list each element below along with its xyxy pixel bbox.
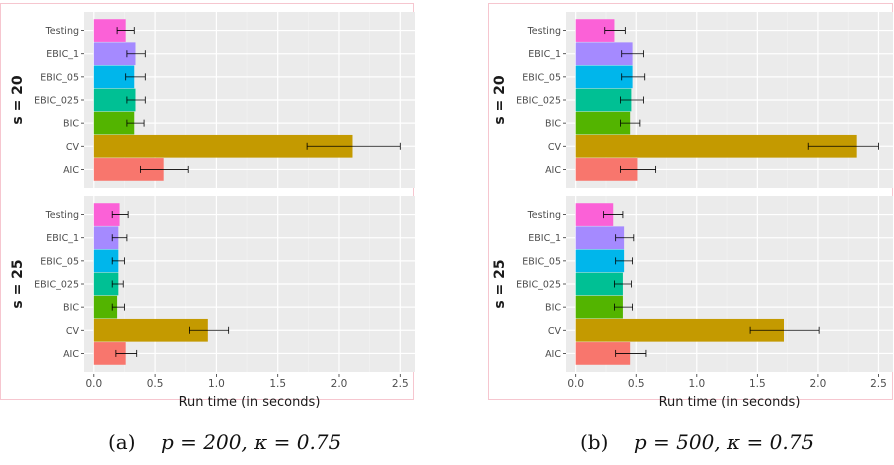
caption-a-letter: (a) [108,430,136,454]
bar-ebic_025 [93,272,119,296]
bar-ebic_1 [93,42,136,66]
bar-cv [93,134,353,158]
x-tick-label: 2.0 [331,378,348,390]
y-tick-label: EBIC_05 [40,72,79,83]
bar-aic [93,342,126,365]
y-tick-label: CV [66,142,80,153]
bar-ebic_05 [93,249,119,273]
x-tick-label: 2.0 [810,378,827,390]
facet-s25: AIC CV BIC EBIC_025 EBIC_05 EBIC_1 Testing s = … [10,196,415,372]
y-tick-label: CV [66,326,80,337]
y-tick-label: CV [548,326,562,337]
x-tick-label: 0.5 [628,378,645,390]
y-tick-label: EBIC_1 [46,49,79,60]
x-tick-label: 0.0 [567,378,584,390]
bar-aic [93,158,164,181]
bar-bic [575,111,631,135]
caption-a-kappa: κ = 0.75 [254,430,342,454]
y-tick-label: Testing [527,26,561,37]
x-tick-label: 2.5 [392,378,409,390]
x-tick-label: 0.0 [85,378,102,390]
y-tick-label: BIC [545,303,561,314]
facet-s25: AIC CV BIC EBIC_025 EBIC_05 EBIC_1 Testing s = … [492,196,893,372]
y-tick-label: EBIC_05 [522,256,561,267]
bar-cv [93,318,208,342]
facet-s20: AIC CV BIC EBIC_025 EBIC_05 EBIC_1 Testing s = … [10,12,415,188]
bar-testing [93,203,120,226]
facet-label: s = 20 [10,75,26,125]
bar-bic [575,295,623,319]
x-tick-label: 1.0 [688,378,705,390]
y-tick-label: BIC [63,303,79,314]
facet-label: s = 25 [492,259,508,308]
x-tick-label: 1.5 [269,378,286,390]
y-tick-label: BIC [545,119,561,130]
x-tick-label: 1.0 [208,378,225,390]
caption-b-kappa: κ = 0.75 [727,430,815,454]
x-tick-label: 2.5 [870,378,887,390]
caption-b-p: p = 500, [633,430,721,454]
y-tick-label: CV [548,142,562,153]
y-tick-label: EBIC_025 [34,280,79,291]
y-tick-label: AIC [545,349,561,360]
y-tick-label: Testing [45,210,79,221]
facet-label: s = 20 [492,75,508,125]
bar-ebic_025 [575,272,623,296]
y-tick-label: AIC [545,165,561,176]
y-tick-label: AIC [63,349,79,360]
y-tick-label: EBIC_025 [34,96,79,107]
x-tick-label: 0.5 [147,378,164,390]
bar-ebic_1 [575,42,633,66]
bar-ebic_025 [93,88,136,112]
y-tick-label: Testing [45,26,79,37]
facet-s20: AIC CV BIC EBIC_025 EBIC_05 EBIC_1 Testing s = … [492,12,893,188]
facet-label: s = 25 [10,259,26,308]
y-tick-label: EBIC_05 [40,256,79,267]
caption-b: (b) p = 500, κ = 0.75 [580,430,814,454]
bar-testing [575,19,615,42]
y-tick-label: EBIC_05 [522,72,561,83]
bar-ebic_05 [575,65,633,89]
bar-aic [575,342,631,365]
bar-bic [93,295,118,319]
bar-ebic_05 [575,249,625,273]
x-axis-title: Run time (in seconds) [659,395,801,410]
x-tick-label: 1.5 [749,378,766,390]
bar-cv [575,318,784,342]
bar-testing [575,203,614,226]
bar-testing [93,19,126,42]
y-tick-label: Testing [527,210,561,221]
y-tick-label: BIC [63,119,79,130]
caption-b-letter: (b) [580,430,609,454]
y-tick-label: EBIC_025 [516,96,561,107]
bar-ebic_05 [93,65,135,89]
x-axis-title: Run time (in seconds) [179,395,321,410]
chart-b: AIC CV BIC EBIC_025 EBIC_05 EBIC_1 Testing s = … [488,3,893,410]
bar-ebic_1 [575,226,625,250]
bar-cv [575,134,857,158]
chart-a: AIC CV BIC EBIC_025 EBIC_05 EBIC_1 Testing s = … [0,3,415,410]
caption-a-p: p = 200, [160,430,248,454]
y-tick-label: EBIC_1 [528,49,561,60]
bar-ebic_1 [93,226,119,250]
y-tick-label: EBIC_025 [516,280,561,291]
caption-a: (a) p = 200, κ = 0.75 [108,430,341,454]
y-tick-label: EBIC_1 [528,233,561,244]
y-tick-label: EBIC_1 [46,233,79,244]
bar-ebic_025 [575,88,632,112]
bar-aic [575,158,638,181]
y-tick-label: AIC [63,165,79,176]
bar-bic [93,111,135,135]
